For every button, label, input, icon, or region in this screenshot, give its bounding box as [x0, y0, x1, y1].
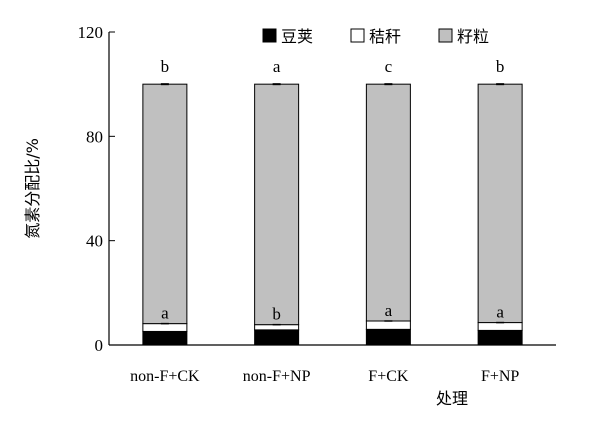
legend: 豆荚 秸秆 籽粒 [262, 27, 489, 46]
legend-label: 籽粒 [457, 27, 489, 46]
significance-letter-top: c [385, 57, 393, 76]
bar-segment [254, 83, 300, 326]
y-tick-label: 80 [86, 127, 103, 146]
bar-segment [142, 330, 188, 346]
bars [142, 83, 523, 346]
x-category-label: F+CK [368, 368, 409, 385]
significance-letter-top: a [273, 57, 281, 76]
bar-segment [365, 320, 411, 330]
x-category-label: non-F+CK [130, 368, 200, 385]
bar-segment [254, 329, 300, 346]
bar-segment [477, 329, 523, 346]
bar-segment [142, 323, 188, 332]
y-axis-label: 氮素分配比/% [23, 138, 42, 239]
bar-segment [477, 322, 523, 331]
x-category-label: F+NP [481, 368, 519, 385]
legend-label: 豆荚 [281, 27, 313, 46]
bar-segment [365, 83, 411, 322]
significance-letter-mid: a [161, 304, 169, 323]
bar-segment [254, 324, 300, 331]
bar-segment [477, 83, 523, 324]
x-axis-label: 处理 [436, 389, 468, 408]
bar-segment [365, 328, 411, 346]
bar-segment [142, 83, 188, 325]
legend-swatch [262, 28, 277, 43]
y-tick-label: 0 [95, 336, 104, 355]
significance-letter-mid: b [272, 305, 281, 324]
significance-letter-top: b [496, 57, 505, 76]
significance-letter-mid: a [496, 303, 504, 322]
legend-swatch [438, 28, 453, 43]
significance-letters: non-F+CK b a non-F+NP a b F+CK c a F+NP b a [130, 57, 519, 385]
y-tick-label: 120 [78, 23, 104, 42]
significance-letter-top: b [161, 57, 170, 76]
legend-label: 秸秆 [369, 27, 401, 46]
significance-letter-mid: a [385, 301, 393, 320]
y-tick-label: 40 [86, 232, 103, 251]
x-category-label: non-F+NP [243, 368, 311, 385]
legend-swatch [350, 28, 365, 43]
